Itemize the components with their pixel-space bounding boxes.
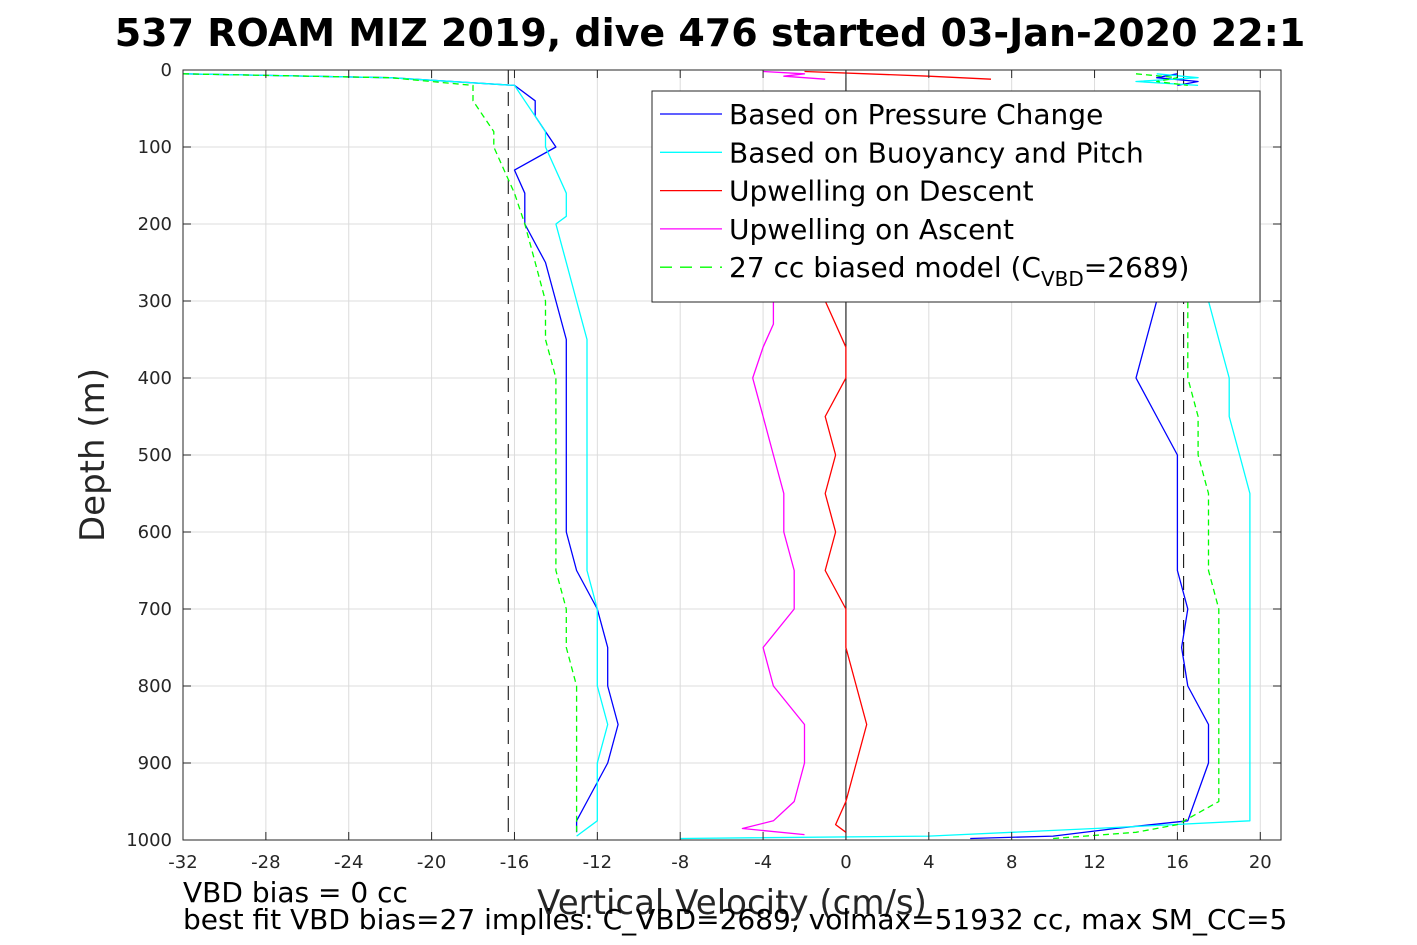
y-tick-label: 300 [138,291,172,312]
series-upwelling-on-ascent [741,70,826,836]
x-tick-label: -4 [754,852,772,873]
x-tick-label: -20 [417,852,446,873]
y-tick-label: 700 [138,599,172,620]
x-tick-label: 4 [923,852,934,873]
series-line [182,73,619,833]
y-tick-label: 1000 [126,830,172,851]
series-line [1053,301,1220,840]
series-line [680,300,1251,840]
x-tick-label: -24 [334,852,363,873]
series-line [763,70,826,80]
x-tick-label: -32 [168,852,197,873]
legend-label: Upwelling on Descent [729,175,1034,208]
y-tick-labels: 0 100 200 300 400 500 600 700 800 900 1000 [126,60,1281,851]
x-tick-label: -12 [583,852,612,873]
y-tick-label: 600 [138,522,172,543]
series-line [824,300,868,833]
x-tick-label: -28 [251,852,280,873]
x-tick-label: -8 [671,852,689,873]
legend: Based on Pressure Change Based on Buoyanc… [651,90,1261,303]
y-tick-label: 400 [138,368,172,389]
series-line [970,300,1210,840]
series-line [182,73,578,833]
legend-label: Based on Buoyancy and Pitch [729,136,1144,169]
legend-label: Based on Pressure Change [729,98,1103,131]
series-line [804,70,992,80]
y-tick-label: 100 [138,137,172,158]
x-tick-labels: -32 -28 -24 -20 -16 -12 -8 -4 0 4 8 12 16 20 [168,70,1272,873]
y-tick-label: 200 [138,214,172,235]
x-tick-label: 20 [1249,852,1272,873]
annotation-vbd-bias: VBD bias = 0 cc [183,876,408,909]
x-tick-label: 16 [1166,852,1189,873]
x-tick-label: 8 [1006,852,1017,873]
series-group [182,70,1251,840]
legend-label: Upwelling on Ascent [729,213,1014,246]
series-line [182,73,609,837]
legend-box [651,90,1261,303]
y-tick-label: 900 [138,753,172,774]
y-tick-label: 800 [138,676,172,697]
x-tick-label: -16 [500,852,529,873]
x-tick-label: 0 [840,852,851,873]
series-line [741,301,806,836]
series-27-cc-biased-model-c-vbd-2689 [182,73,1220,840]
series-line [1135,73,1188,87]
x-tick-label: 12 [1083,852,1106,873]
legend-label: 27 cc biased model (CVBD=2689) [729,251,1189,291]
chart-title: 537 ROAM MIZ 2019, dive 476 started 03-J… [115,11,1306,55]
y-tick-label: 0 [161,60,172,81]
annotation-best-fit: best fit VBD bias=27 implies: C_VBD=2689… [183,903,1287,936]
series-upwelling-on-descent [804,70,992,833]
y-axis-label: Depth (m) [73,368,113,542]
y-tick-label: 500 [138,445,172,466]
x-axis-label: Vertical Velocity (cm/s) [537,883,927,923]
